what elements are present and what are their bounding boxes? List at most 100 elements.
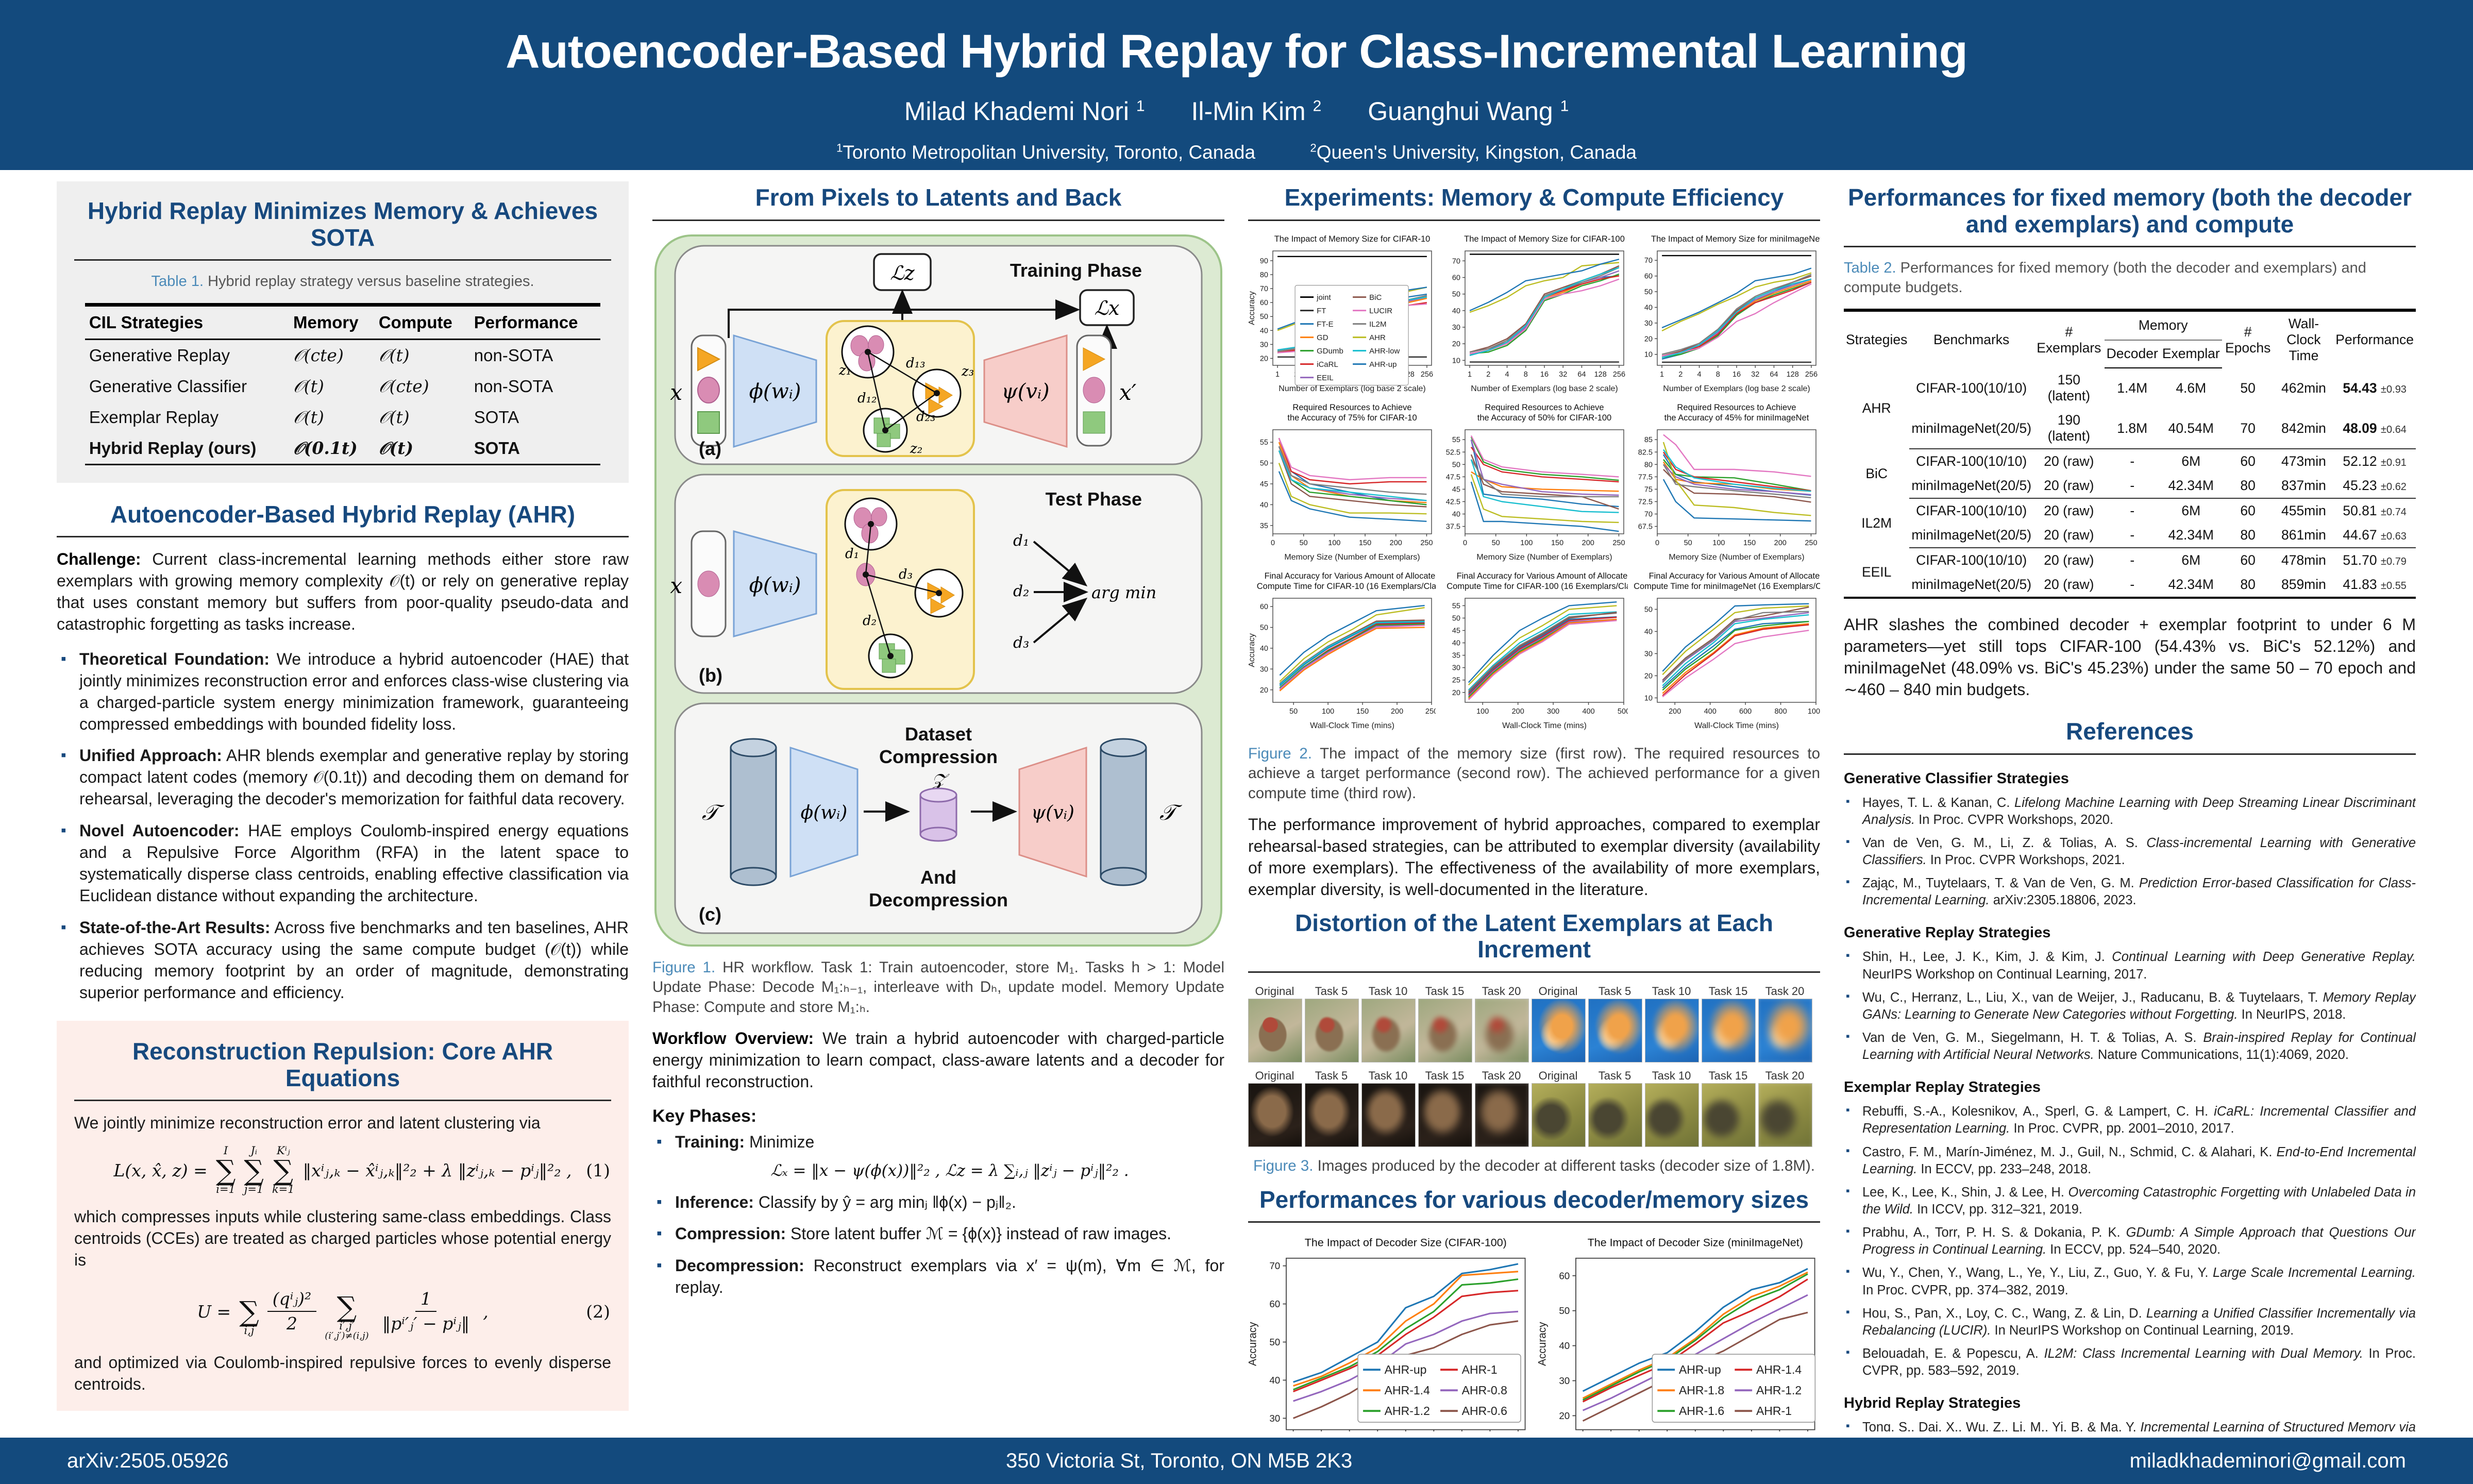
svg-text:50: 50: [1260, 623, 1268, 632]
section-title-pixels-latents: From Pixels to Latents and Back: [755, 184, 1122, 211]
plot-decoder-cifar100: The Impact of Decoder Size (CIFAR-100)12…: [1248, 1237, 1526, 1431]
decoded-image-mouse: Task 5: [1305, 1069, 1359, 1147]
d13-label: d₁₃: [906, 356, 926, 371]
loss-x-label: ℒx: [1095, 297, 1120, 319]
svg-text:70: 70: [1260, 285, 1268, 293]
svg-text:10: 10: [1644, 350, 1653, 359]
svg-text:AHR-0.8: AHR-0.8: [1462, 1384, 1507, 1397]
fixed-memory-table: Strategies Benchmarks # Exemplars Memory # E…: [1844, 309, 2416, 599]
decoded-image-mouse: Task 20: [1475, 1069, 1529, 1147]
reference-item: Van de Ven, G. M., Li, Z. & Tolias, A. S…: [1844, 834, 2416, 869]
svg-text:85: 85: [1644, 436, 1653, 444]
svg-text:60: 60: [1269, 1298, 1280, 1309]
svg-text:200: 200: [1390, 539, 1402, 547]
bullet-novel-autoencoder: Novel Autoencoder: HAE employs Coulomb-i…: [57, 820, 629, 907]
section-title-ahr: Autoencoder-Based Hybrid Replay (AHR): [110, 500, 576, 528]
kp-compression: Compression: Store latent buffer ℳ = {ϕ(…: [652, 1223, 1224, 1245]
svg-text:55: 55: [1452, 436, 1460, 444]
svg-text:60: 60: [1559, 1271, 1570, 1281]
triangle-icon: [697, 346, 721, 372]
svg-text:Accuracy: Accuracy: [1248, 633, 1256, 667]
table-1: CIL Strategies Memory Compute Performanc…: [85, 302, 601, 465]
reference-group-heading: Exemplar Replay Strategies: [1844, 1079, 2041, 1096]
svg-text:37.5: 37.5: [1446, 522, 1460, 531]
decoded-image-bird: Task 10: [1361, 984, 1416, 1063]
reference-group-list: Hayes, T. L. & Kanan, C. Lifelong Machin…: [1844, 794, 2416, 909]
panel-a-label: (a): [699, 438, 721, 459]
task-label: Original: [1538, 1069, 1578, 1082]
reference-item: Wu, C., Herranz, L., Liu, X., van de Wei…: [1844, 989, 2416, 1023]
decoded-image-jellyfish: Original: [1532, 984, 1586, 1063]
svg-text:AHR-0.6: AHR-0.6: [1462, 1405, 1507, 1418]
svg-text:20: 20: [1260, 686, 1268, 694]
svg-text:100: 100: [1322, 707, 1334, 716]
svg-text:128: 128: [1787, 370, 1799, 379]
task-label: Task 10: [1652, 1069, 1691, 1082]
input-x-label: x: [670, 380, 682, 405]
table-row: BiC CIFAR-100(10/10) 20 (raw) -6M 60 473min 52…: [1865, 453, 2407, 481]
task-label: Task 20: [1482, 1069, 1521, 1082]
decoded-image-mouse: Original: [1248, 1069, 1302, 1147]
svg-text:60: 60: [1452, 274, 1460, 282]
svg-text:70: 70: [1269, 1261, 1280, 1272]
svg-text:50: 50: [1289, 707, 1298, 716]
task-label: Task 5: [1598, 1069, 1631, 1082]
svg-text:64: 64: [1770, 370, 1778, 379]
table-2: Strategies Benchmarks # Exemplars Memory # E…: [1844, 309, 2416, 599]
bullet-unified-approach: Unified Approach: AHR blends exemplar an…: [57, 745, 629, 810]
reference-item: Prabhu, A., Torr, P. H. S. & Dokania, P.…: [1844, 1224, 2416, 1258]
reference-item: Tong, S., Dai, X., Wu, Z., Li, M., Yi, B…: [1844, 1419, 2416, 1431]
column-3: Experiments: Memory & Compute Efficiency…: [1248, 181, 1820, 1431]
svg-text:50: 50: [1559, 1306, 1570, 1317]
affiliations-line: 1Toronto Metropolitan University, Toront…: [0, 142, 2473, 163]
divider: [1248, 971, 1820, 973]
svg-text:50: 50: [1644, 288, 1653, 296]
svg-text:20: 20: [1452, 340, 1460, 348]
svg-text:d₂: d₂: [863, 613, 877, 629]
plot-container: The Impact of Decoder Size (CIFAR-100)12…: [1248, 1234, 1530, 1431]
footer-arxiv: arXiv:2505.05926: [67, 1449, 229, 1472]
z2-label: z₂: [910, 441, 922, 457]
svg-text:AHR-1.6: AHR-1.6: [1679, 1405, 1724, 1418]
svg-text:30: 30: [1559, 1375, 1570, 1386]
divider: [652, 219, 1224, 221]
d1-list: d₁: [1013, 532, 1029, 550]
decoded-image-bird: Original: [1248, 984, 1302, 1063]
plot-memory-cifar10: The Impact of Memory Size for CIFAR-101 2…: [1248, 234, 1433, 393]
svg-text:250: 250: [1612, 539, 1625, 547]
svg-text:70: 70: [1452, 257, 1460, 265]
svg-text:50: 50: [1644, 605, 1653, 614]
svg-text:50: 50: [1452, 614, 1460, 622]
svg-text:BiC: BiC: [1369, 293, 1382, 301]
plot-container: Final Accuracy for Various Amount of All…: [1440, 569, 1642, 735]
task-label: Task 5: [1598, 984, 1631, 998]
svg-text:20: 20: [1452, 688, 1460, 697]
kp-training: Training: Minimize ℒₓ = ‖x − ψ(ϕ(x))‖²₂ …: [652, 1132, 1224, 1182]
task-label: Task 15: [1708, 984, 1748, 998]
svg-text:Wall-Clock Time (mins): Wall-Clock Time (mins): [1310, 721, 1394, 730]
svg-text:32: 32: [1751, 370, 1759, 379]
reference-item: Van de Ven, G. M., Siegelmann, H. T. & T…: [1844, 1029, 2416, 1064]
divider: [1248, 219, 1820, 221]
decoded-image-jellyfish: Task 15: [1702, 984, 1756, 1063]
svg-text:35: 35: [1452, 651, 1460, 660]
svg-text:77.5: 77.5: [1638, 473, 1653, 481]
table2-caption: Table 2. Performances for fixed memory (…: [1844, 260, 2366, 296]
svg-text:10: 10: [1644, 694, 1653, 702]
bullet-sota-results: State-of-the-Art Results: Across five be…: [57, 917, 629, 1004]
svg-text:500: 500: [1618, 707, 1628, 716]
divider: [1844, 753, 2416, 755]
svg-text:ψ(vᵢ): ψ(vᵢ): [1031, 802, 1074, 823]
eq-outro: and optimized via Coulomb-inspired repul…: [74, 1353, 611, 1393]
svg-text:1: 1: [1275, 370, 1280, 379]
decoded-image-branch: Task 5: [1588, 1069, 1642, 1147]
loss-z-label: ℒz: [890, 262, 915, 284]
section-title-distortion: Distortion of the Latent Exemplars at Ea…: [1295, 909, 1773, 963]
svg-text:iCaRL: iCaRL: [1317, 360, 1338, 368]
svg-text:1: 1: [1468, 370, 1472, 379]
kp-inference: Inference: Classify by ŷ = arg minⱼ ‖ϕ(x…: [652, 1192, 1224, 1213]
svg-text:400: 400: [1704, 707, 1717, 716]
plot-container: Final Accuracy for Various Amount of All…: [1248, 569, 1448, 735]
argmin-label: arg min: [1091, 583, 1156, 602]
